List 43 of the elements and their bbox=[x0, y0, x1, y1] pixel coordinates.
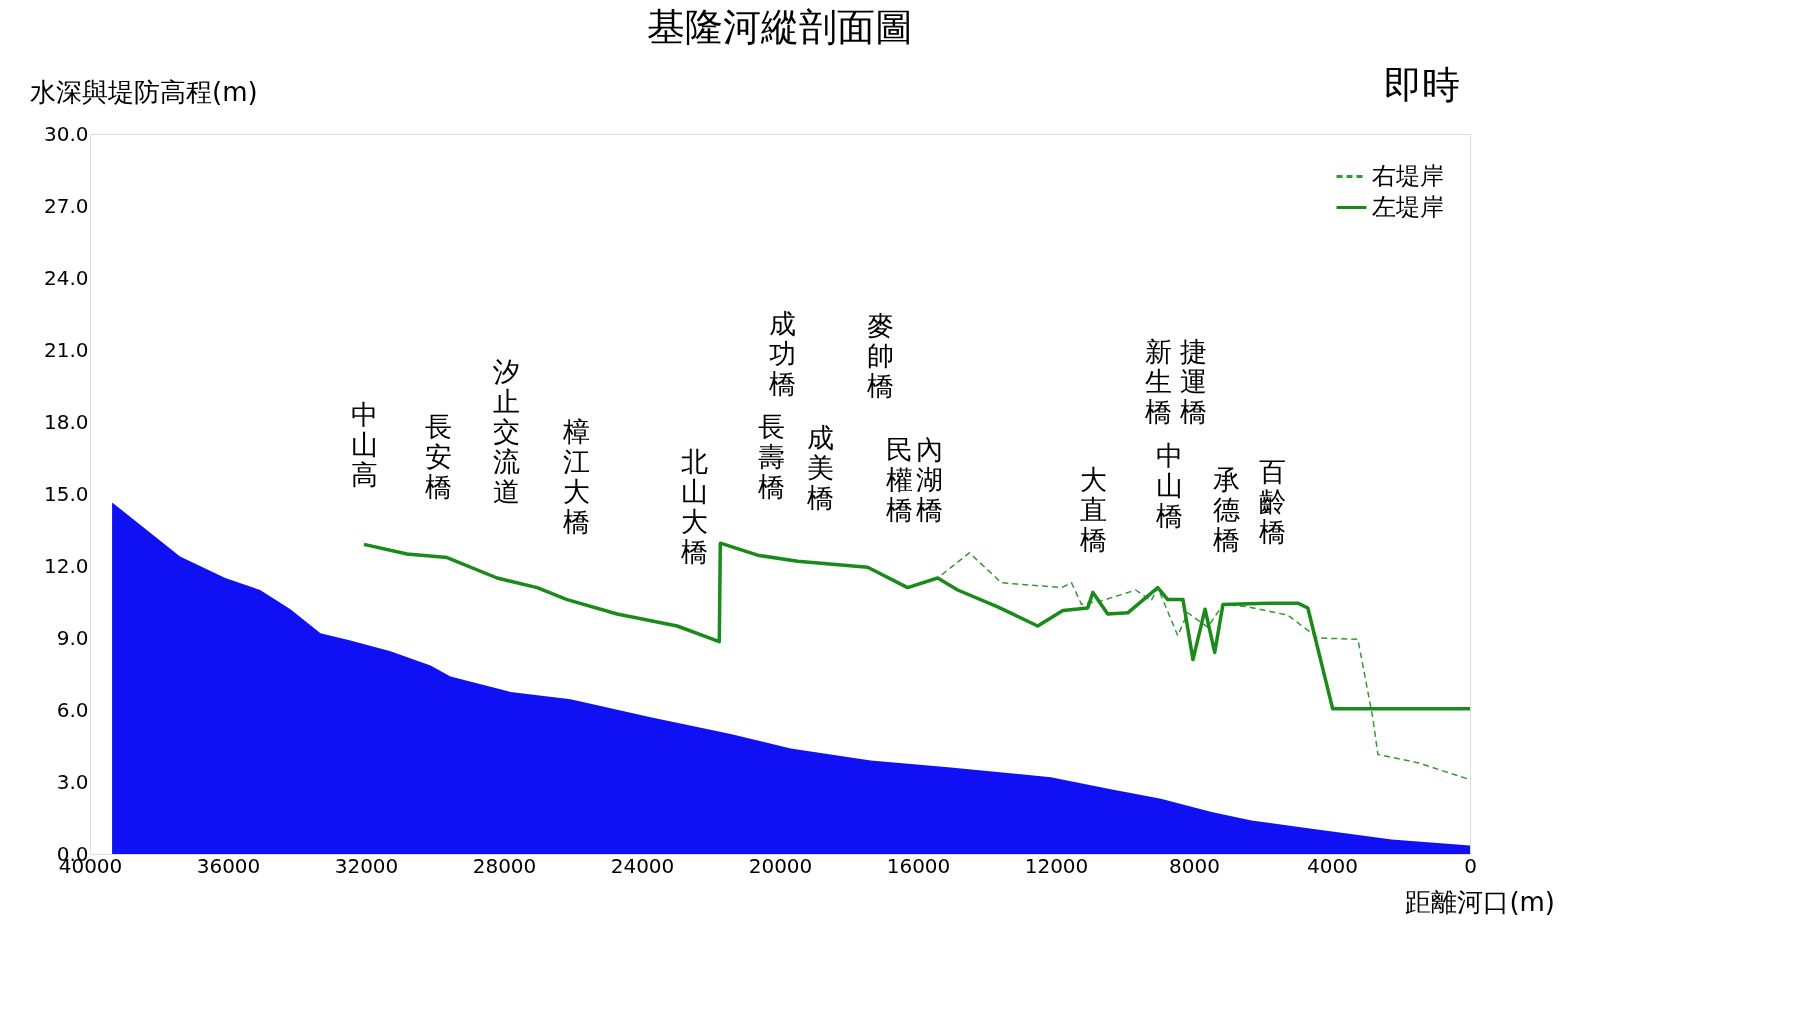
annotation: 成功橋 bbox=[768, 308, 796, 399]
y-tick-label: 9.0 bbox=[56, 625, 89, 650]
y-tick-label: 27.0 bbox=[43, 193, 89, 218]
x-tick-label: 8000 bbox=[1169, 853, 1220, 878]
y-axis-title: 水深與堤防高程(m) bbox=[30, 77, 258, 107]
y-tick-label: 15.0 bbox=[43, 481, 89, 506]
x-tick-label: 28000 bbox=[472, 853, 537, 878]
y-tick-label: 18.0 bbox=[43, 409, 89, 434]
annotation: 麥帥橋 bbox=[866, 310, 894, 401]
annotation: 內湖橋 bbox=[915, 434, 943, 525]
annotation: 捷運橋 bbox=[1179, 336, 1207, 427]
text: 即時 bbox=[1384, 63, 1460, 107]
x-tick-label: 24000 bbox=[610, 853, 675, 878]
x-tick-label: 4000 bbox=[1307, 853, 1358, 878]
annotation: 汐止交流道 bbox=[492, 356, 520, 507]
annotation: 中山橋 bbox=[1155, 440, 1183, 531]
y-tick-label: 30.0 bbox=[43, 121, 89, 146]
annotation: 長安橋 bbox=[424, 411, 452, 502]
x-tick-label: 12000 bbox=[1024, 853, 1089, 878]
y-tick-label: 6.0 bbox=[56, 697, 89, 722]
annotation: 承德橋 bbox=[1212, 464, 1240, 555]
annotation: 樟江大橋 bbox=[561, 416, 590, 537]
annotation: 長壽橋 bbox=[757, 411, 785, 502]
chart-title: 基隆河縱剖面圖 bbox=[647, 5, 913, 49]
annotation: 成美橋 bbox=[806, 422, 834, 513]
y-tick-label: 21.0 bbox=[43, 337, 89, 362]
y-tick-label: 12.0 bbox=[43, 553, 89, 578]
x-axis-title: 距離河口(m) bbox=[1405, 887, 1555, 917]
annotation: 北山大橋 bbox=[680, 446, 708, 567]
annotation: 新生橋 bbox=[1144, 336, 1172, 427]
x-tick-label: 16000 bbox=[886, 853, 951, 878]
y-tick-label: 3.0 bbox=[56, 769, 89, 794]
x-tick-label: 32000 bbox=[334, 853, 399, 878]
y-tick-label: 24.0 bbox=[43, 265, 89, 290]
annotation: 中山高 bbox=[350, 399, 378, 490]
annotation: 大直橋 bbox=[1079, 464, 1107, 555]
x-tick-label: 36000 bbox=[196, 853, 261, 878]
annotation: 民權橋 bbox=[885, 434, 913, 525]
x-tick-label: 0 bbox=[1464, 853, 1477, 878]
legend-label: 右堤岸 bbox=[1372, 161, 1444, 190]
x-tick-label: 20000 bbox=[748, 853, 813, 878]
annotation: 百齡橋 bbox=[1258, 456, 1286, 547]
legend-label: 左堤岸 bbox=[1372, 192, 1444, 221]
